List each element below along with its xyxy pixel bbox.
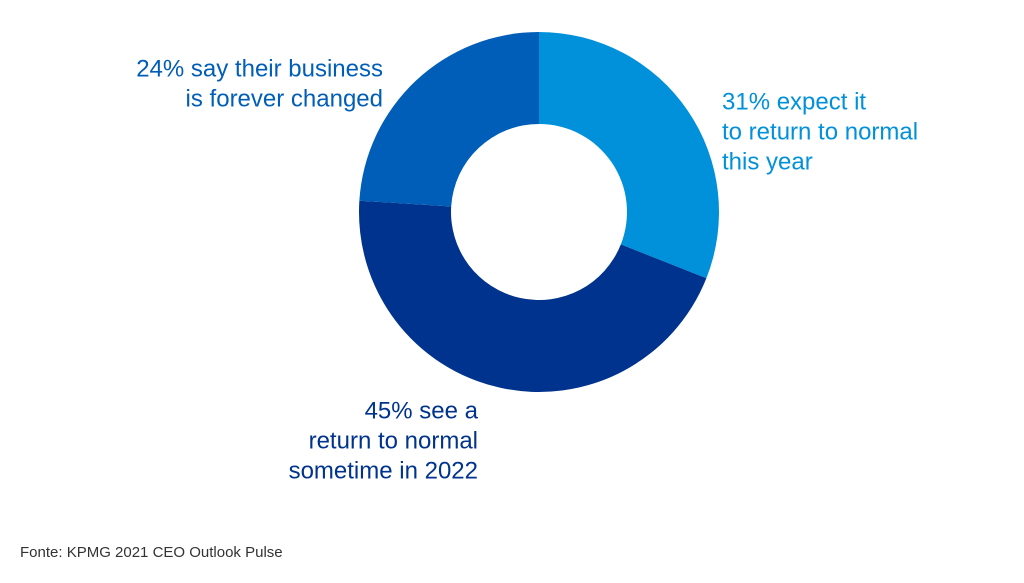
donut-slice [359,200,707,392]
slice-label: 45% see a [365,397,479,424]
slice-label: this year [722,148,813,175]
slice-label: to return to normal [722,118,918,145]
slice-label: is forever changed [186,85,383,112]
slice-label: 24% say their business [136,55,383,82]
source-note: Fonte: KPMG 2021 CEO Outlook Pulse [20,544,283,561]
slice-label: sometime in 2022 [289,457,478,484]
donut-slice [539,32,719,279]
slice-label: return to normal [309,427,478,454]
slice-label: 31% expect it [722,88,866,115]
donut-slice [359,32,539,207]
